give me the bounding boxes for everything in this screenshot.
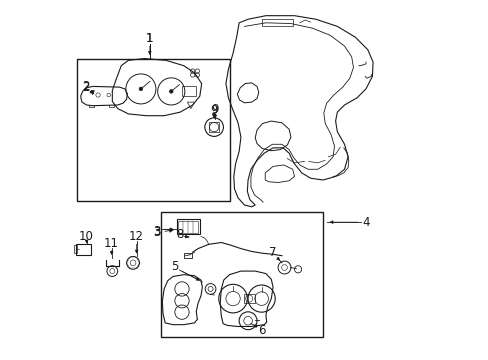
Bar — [262, 19, 292, 26]
Text: 9: 9 — [211, 103, 219, 116]
Text: 1: 1 — [146, 32, 153, 45]
Circle shape — [169, 90, 173, 93]
Text: 10: 10 — [79, 230, 94, 243]
Text: 8: 8 — [176, 228, 183, 241]
Circle shape — [139, 87, 142, 91]
Text: 3: 3 — [153, 226, 161, 239]
Bar — [178, 221, 198, 233]
Bar — [182, 86, 196, 96]
Bar — [160, 212, 323, 337]
Text: 6: 6 — [257, 324, 265, 337]
Bar — [244, 294, 254, 303]
Bar — [76, 244, 91, 255]
Text: 4: 4 — [362, 216, 369, 229]
Text: 2: 2 — [81, 81, 89, 94]
Bar — [77, 59, 230, 202]
Text: 7: 7 — [268, 246, 276, 258]
Bar — [176, 219, 200, 234]
Bar — [74, 246, 77, 253]
Text: 11: 11 — [104, 237, 119, 250]
Text: 1: 1 — [146, 32, 153, 45]
Text: 12: 12 — [129, 230, 144, 243]
Bar — [183, 252, 191, 258]
Text: 9: 9 — [210, 104, 218, 117]
Text: 3: 3 — [153, 225, 161, 238]
Text: 5: 5 — [171, 260, 178, 273]
Text: 2: 2 — [81, 80, 89, 93]
Bar — [208, 122, 219, 132]
